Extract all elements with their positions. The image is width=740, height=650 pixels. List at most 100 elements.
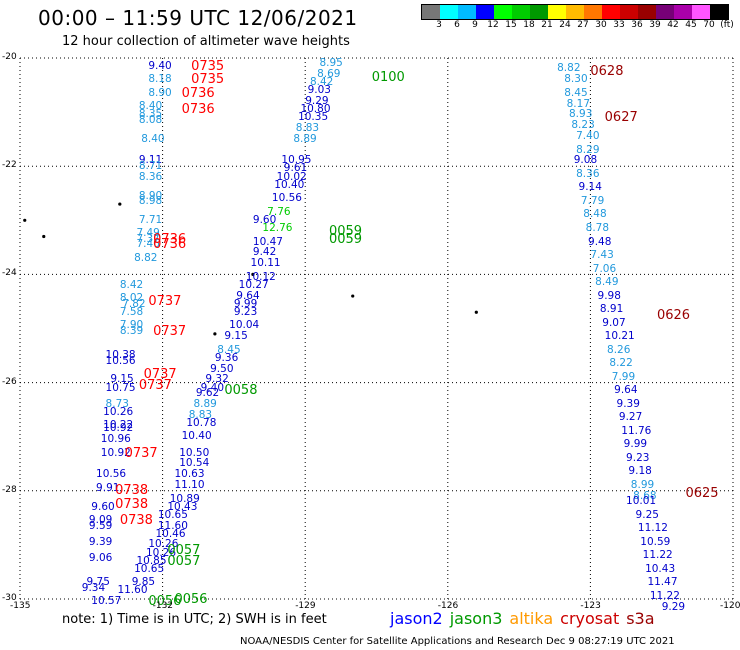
wave-height-value: 9.50 bbox=[210, 362, 234, 375]
wave-height-value: 8.40 bbox=[138, 100, 163, 113]
wave-height-value: 8.36 bbox=[138, 170, 163, 183]
wave-height-value: 8.23 bbox=[571, 119, 595, 132]
track-time-label: 0627 bbox=[604, 110, 638, 126]
wave-height-value: 9.27 bbox=[618, 411, 643, 424]
legend-tick-label: 36 bbox=[631, 20, 643, 30]
wave-height-value: 8.68 bbox=[633, 489, 657, 502]
wave-height-value: 10.80 bbox=[300, 102, 331, 115]
wave-height-value: 10.21 bbox=[604, 330, 635, 343]
satellite-key-jason2: jason2 bbox=[390, 609, 443, 628]
wave-height-value: 10.75 bbox=[105, 381, 136, 394]
map-plot-area: 9.40 8.18 8.90 8.40 8.35 8.08 8.40 9.11 8.71 8.36… bbox=[19, 57, 734, 612]
wave-height-value: 9.91 bbox=[96, 481, 120, 494]
latitude-label: -26 bbox=[2, 376, 17, 387]
wave-height-value: 7.46 bbox=[136, 238, 160, 251]
wave-height-value: 9.09 bbox=[88, 514, 113, 527]
longitude-label: -126 bbox=[437, 601, 459, 611]
legend-swatch bbox=[692, 5, 710, 19]
wave-height-value: 8.83 bbox=[295, 121, 320, 134]
track-time-label: 0625 bbox=[685, 486, 719, 502]
wave-height-value: 7.79 bbox=[580, 194, 605, 207]
wave-height-value: 10.46 bbox=[155, 527, 186, 540]
wave-height-value: 10.35 bbox=[298, 111, 329, 124]
track-time-label: 0057 bbox=[167, 542, 201, 558]
wave-height-value: 8.90 bbox=[148, 86, 172, 99]
legend-tick-label: 3 bbox=[436, 20, 442, 30]
wave-height-value: 11.76 bbox=[621, 424, 652, 437]
wave-height-value: 9.85 bbox=[131, 576, 156, 589]
wave-height-value: 8.78 bbox=[585, 222, 610, 234]
wave-height-value: 9.64 bbox=[614, 384, 638, 397]
wave-height-value: 10.40 bbox=[181, 430, 212, 443]
wave-height-value: 9.99 bbox=[233, 297, 258, 310]
track-time-label: 0735 bbox=[191, 72, 225, 88]
wave-height-value: 7.76 bbox=[267, 205, 291, 218]
legend-tick-label: 39 bbox=[649, 20, 661, 30]
wave-height-value: 9.59 bbox=[88, 519, 113, 532]
longitude-label: -132 bbox=[152, 601, 174, 611]
island-marker bbox=[42, 234, 46, 239]
legend-swatch bbox=[620, 5, 638, 19]
legend-swatch bbox=[584, 5, 602, 19]
wave-height-value: 8.89 bbox=[293, 132, 317, 145]
wave-height-value: 8.39 bbox=[119, 324, 144, 337]
wave-height-value: 10.26 bbox=[148, 538, 179, 551]
wave-height-value: 11.22 bbox=[649, 589, 680, 602]
legend-swatch bbox=[494, 5, 512, 19]
track-time-label: 0735 bbox=[191, 58, 225, 74]
track-time-label: 0056 bbox=[148, 594, 182, 610]
legend-tick-label: 42 bbox=[667, 20, 679, 30]
wave-height-value: 10.43 bbox=[645, 562, 676, 575]
wave-height-value: 11.47 bbox=[647, 576, 678, 589]
longitude-label: -120 bbox=[720, 601, 740, 611]
wave-height-value: 8.82 bbox=[557, 62, 581, 75]
wave-height-value: 9.15 bbox=[110, 373, 134, 386]
wave-height-value: 9.99 bbox=[623, 438, 648, 451]
wave-height-value: 10.59 bbox=[640, 535, 671, 548]
latitude-label: -30 bbox=[2, 593, 17, 603]
wave-height-value: 8.35 bbox=[138, 108, 163, 121]
wave-height-value: 9.32 bbox=[205, 373, 229, 386]
legend-swatch bbox=[656, 5, 674, 19]
wave-height-value: 9.29 bbox=[305, 94, 329, 107]
legend-tick-label: 12 bbox=[487, 20, 499, 30]
legend-tick-label: 45 bbox=[685, 20, 697, 30]
track-time-label: 0059 bbox=[328, 223, 363, 239]
wave-height-value: 9.06 bbox=[88, 552, 113, 564]
legend-tick-label: 33 bbox=[613, 20, 625, 30]
wave-height-value: 7.40 bbox=[576, 130, 600, 143]
island-marker bbox=[118, 202, 122, 206]
wave-height-value: 12.76 bbox=[262, 222, 293, 234]
wave-height-value: 10.12 bbox=[245, 270, 276, 283]
track-time-label: 0736 bbox=[153, 237, 187, 253]
wave-height-value: 10.40 bbox=[274, 178, 305, 191]
wave-height-value: 9.18 bbox=[628, 465, 652, 478]
wave-height-value: 9.34 bbox=[81, 581, 106, 594]
wave-height-value: 9.14 bbox=[578, 181, 602, 194]
wave-height-value: 11.10 bbox=[174, 478, 205, 491]
track-time-label: 0737 bbox=[143, 367, 177, 383]
track-time-label: 0738 bbox=[119, 513, 153, 529]
wave-height-value: 10.63 bbox=[174, 468, 205, 481]
wave-height-value: 8.42 bbox=[309, 75, 334, 88]
wave-height-value: 10.57 bbox=[91, 595, 122, 608]
legend-swatch bbox=[512, 5, 530, 19]
longitude-label: -135 bbox=[10, 601, 31, 611]
legend-swatch bbox=[674, 5, 692, 19]
wave-height-value: 10.96 bbox=[100, 432, 131, 445]
color-legend-ticks: 3 6 9 12 15 18 21 24 27 30 33 36 39 42 45 70 (ft) bbox=[421, 20, 734, 32]
legend-swatch bbox=[422, 5, 440, 19]
wave-height-value: 8.29 bbox=[576, 143, 600, 156]
wave-height-value: 9.08 bbox=[573, 154, 598, 167]
wave-height-value: 8.42 bbox=[119, 278, 144, 291]
color-legend-bar bbox=[421, 4, 729, 20]
wave-height-value: 10.56 bbox=[271, 192, 302, 205]
legend-swatch bbox=[566, 5, 584, 19]
island-marker bbox=[351, 294, 355, 298]
track-time-label: 0056 bbox=[174, 591, 208, 607]
track-time-label: 0100 bbox=[371, 69, 405, 85]
legend-tick-label: 27 bbox=[577, 20, 589, 30]
wave-height-value: 8.17 bbox=[566, 97, 591, 110]
wave-height-value: 8.48 bbox=[583, 208, 607, 221]
wave-height-value: 9.62 bbox=[195, 387, 220, 399]
